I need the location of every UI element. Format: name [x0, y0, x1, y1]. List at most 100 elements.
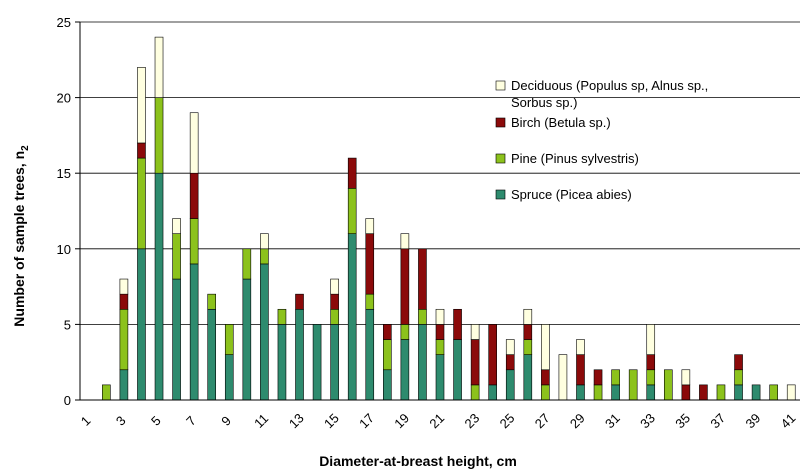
bar-segment — [277, 324, 287, 401]
gridlines — [75, 21, 800, 401]
bar-segment — [786, 384, 796, 401]
bar-segment — [312, 324, 322, 401]
bar-segment — [207, 308, 217, 401]
bar-segment — [172, 278, 181, 401]
x-tick-label: 25 — [497, 410, 518, 431]
bar-segment — [242, 278, 252, 401]
bar-segment — [102, 384, 111, 401]
x-tick-label: 31 — [602, 410, 623, 431]
bar-segment — [383, 339, 392, 371]
bar-segment — [330, 278, 339, 295]
bar-segment — [365, 293, 375, 310]
x-tick-label: 13 — [286, 410, 307, 431]
bar-segment — [488, 384, 497, 401]
bar-segment — [523, 308, 533, 325]
x-tick-label: 23 — [462, 410, 483, 431]
bar-segment — [593, 384, 603, 401]
x-tick-label: 35 — [672, 410, 693, 431]
axes — [79, 22, 800, 401]
bar-segment — [418, 248, 427, 310]
bar-segment — [137, 248, 146, 401]
bar-segment — [681, 369, 691, 386]
x-tick-label: 7 — [183, 413, 199, 429]
bar-segment — [699, 384, 708, 401]
bar-segment — [576, 354, 585, 386]
bar-segment — [628, 369, 638, 401]
bar-segment — [154, 36, 164, 98]
bar-segment — [505, 354, 515, 371]
bar-segment — [365, 218, 375, 234]
x-tick-label: 5 — [148, 413, 164, 429]
bar-segment — [189, 172, 199, 219]
bar-segment — [242, 248, 252, 280]
legend-swatch — [495, 117, 506, 128]
legend-label: Pine (Pinus sylvestris) — [511, 151, 639, 166]
bar-segment — [400, 233, 410, 250]
bar-segment — [593, 369, 603, 386]
bar-segment — [541, 369, 550, 386]
bar-segment — [260, 263, 269, 401]
bar-segment — [277, 308, 287, 325]
x-tick-label: 11 — [251, 411, 271, 431]
bar-segment — [646, 384, 656, 401]
bar-segment — [769, 384, 778, 401]
bar-segment — [119, 293, 129, 310]
bar-segment — [189, 263, 199, 401]
bar-segment — [295, 308, 304, 401]
bar-segment — [365, 308, 375, 401]
bar-segment — [347, 233, 357, 401]
bar-segment — [189, 112, 199, 174]
bar-segment — [453, 308, 462, 340]
bar-segment — [646, 369, 656, 386]
y-axis-title-subscript: 2 — [20, 145, 31, 151]
legend-swatch — [495, 189, 506, 200]
x-tick-label: 39 — [742, 410, 763, 431]
y-axis-title-text: Number of sample trees, n — [11, 151, 27, 327]
bar-segment — [189, 218, 199, 265]
bar-segment — [488, 324, 497, 386]
bar-segment — [734, 354, 743, 371]
bar-segment — [330, 308, 339, 325]
x-tick-label: 3 — [113, 413, 129, 429]
x-tick-label: 27 — [532, 410, 553, 431]
bar-segment — [435, 339, 445, 355]
bar-segment — [470, 324, 480, 340]
bar-segment — [716, 384, 726, 401]
x-tick-label: 15 — [321, 410, 342, 431]
bar-segment — [137, 157, 146, 250]
bar-segment — [330, 324, 339, 401]
bar-segment — [505, 339, 515, 355]
y-axis-title: Number of sample trees, n2 — [11, 145, 31, 327]
bar-segment — [154, 97, 164, 174]
x-tick-label: 1 — [78, 413, 94, 429]
bar-segment — [646, 324, 656, 355]
bar-segment — [224, 354, 234, 401]
bar-segment — [365, 233, 375, 295]
bar-segment — [751, 384, 761, 401]
bar-segment — [347, 157, 357, 189]
x-tick-label: 17 — [356, 410, 377, 431]
bar-segment — [505, 369, 515, 401]
y-tick-label: 10 — [57, 242, 71, 257]
bar-segment — [470, 384, 480, 401]
bar-segment — [523, 324, 533, 340]
y-tick-labels: 0 5 10 15 20 25 — [57, 15, 71, 408]
legend-swatch — [495, 80, 506, 91]
x-tick-label: 29 — [567, 410, 588, 431]
bar-segment — [541, 384, 550, 401]
y-tick-label: 15 — [57, 166, 71, 181]
bar-segment — [435, 324, 445, 340]
bar-segment — [207, 293, 217, 310]
bar-segment — [383, 369, 392, 401]
bar-segment — [400, 248, 410, 325]
bar-segment — [172, 233, 181, 280]
bar-segment — [558, 354, 568, 401]
bar-segment — [663, 369, 673, 401]
legend-swatch — [495, 153, 506, 164]
legend-label: Spruce (Picea abies) — [511, 187, 632, 202]
y-tick-label: 5 — [64, 317, 71, 332]
bar-segment — [119, 369, 129, 401]
bar-segment — [400, 339, 410, 401]
bar-segment — [470, 339, 480, 386]
